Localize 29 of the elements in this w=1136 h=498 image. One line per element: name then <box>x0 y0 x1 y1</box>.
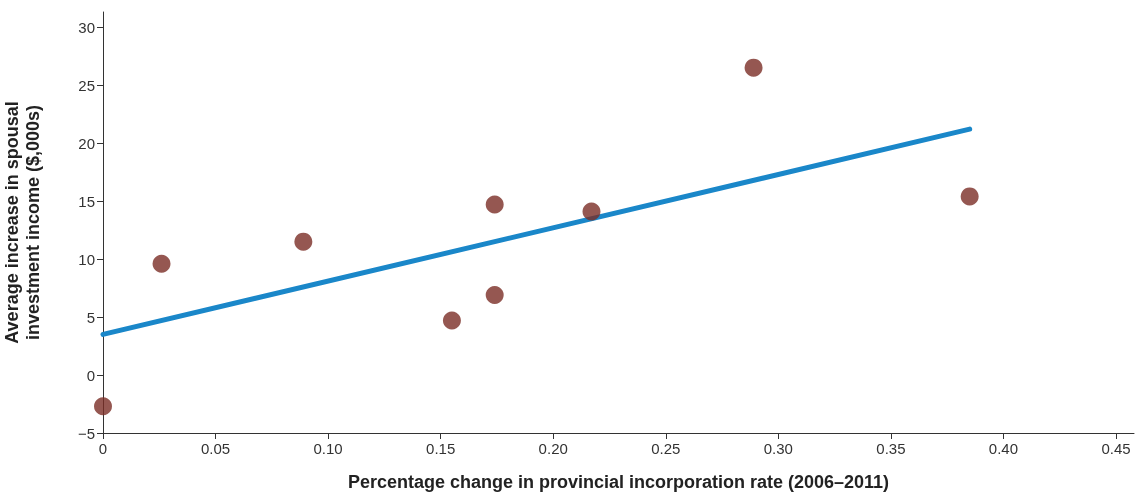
point <box>485 285 504 304</box>
point <box>152 254 171 273</box>
x-tick-label: 0.05 <box>200 440 231 457</box>
point <box>94 397 112 416</box>
point <box>582 202 601 221</box>
y-tick-label: −5 <box>77 424 95 442</box>
x-tick-label: 0.15 <box>426 440 456 457</box>
point <box>744 58 763 77</box>
y-tick-label: 20 <box>78 134 95 152</box>
x-tick-label: 0.30 <box>763 440 793 457</box>
y-tick-label: 15 <box>78 192 95 210</box>
x-tick-label: 0.40 <box>988 440 1019 457</box>
point <box>294 232 313 251</box>
y-tick-label: 0 <box>86 366 95 384</box>
point <box>960 187 979 206</box>
x-tick-label: 0 <box>98 440 108 457</box>
x-tick-label: 0.20 <box>538 440 568 457</box>
point <box>442 311 461 330</box>
y-tick-label: 30 <box>78 18 95 36</box>
y-tick-label: 10 <box>78 250 95 268</box>
x-tick-label: 0.45 <box>1101 440 1131 457</box>
x-axis-title: Percentage change in provincial incorporation rate (2006–2011) <box>347 471 890 492</box>
x-tick-label: 0.25 <box>651 440 681 457</box>
y-axis-title: Average increase in spousal investment income ($,000s) <box>1 101 43 344</box>
y-tick-label: 5 <box>86 308 95 326</box>
x-tick-label: 0.10 <box>313 440 343 457</box>
point <box>485 195 504 214</box>
y-tick-label: 25 <box>78 76 95 94</box>
x-tick-label: 0.35 <box>876 440 906 457</box>
